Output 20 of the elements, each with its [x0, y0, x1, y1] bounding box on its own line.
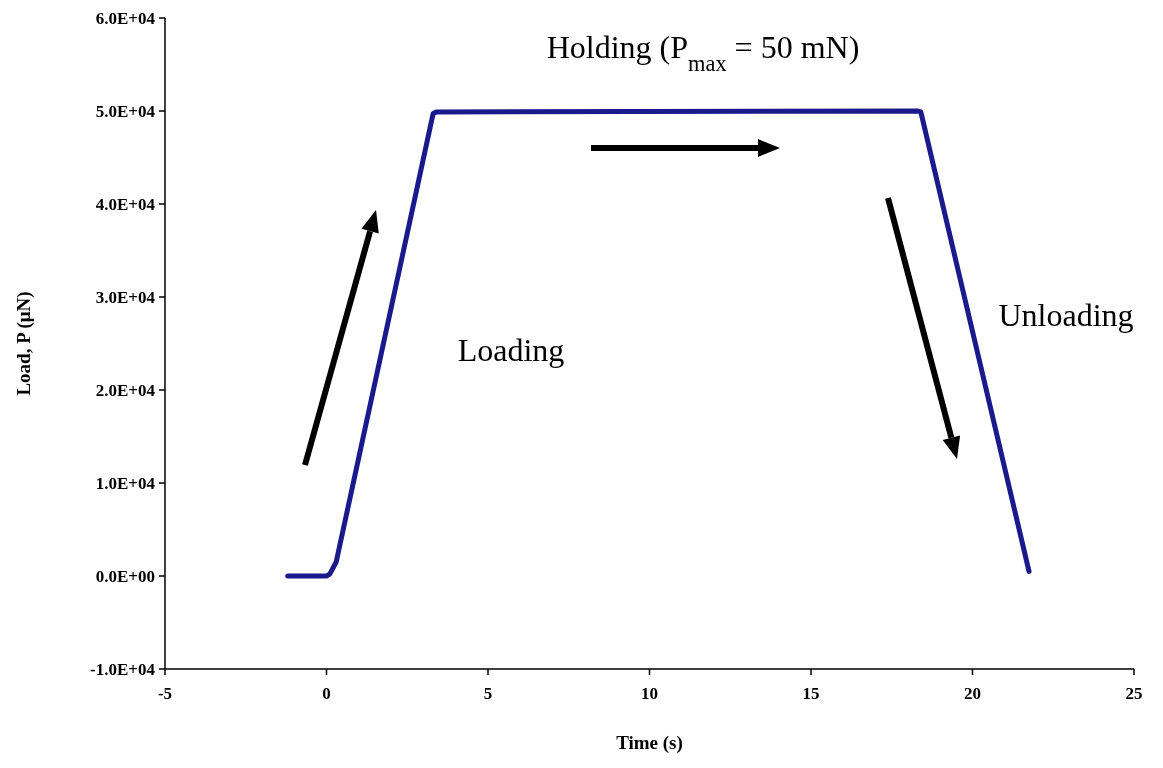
x-tick-label: 5 — [483, 684, 493, 703]
x-tick-label: 15 — [802, 684, 820, 703]
y-axis-title: Load, P (μN) — [13, 291, 35, 396]
annotation: Loading — [457, 332, 565, 368]
y-tick-label: 3.0E+04 — [95, 287, 156, 307]
x-tick-label: -5 — [157, 684, 173, 703]
y-tick-label: 5.0E+04 — [95, 101, 156, 121]
x-tick-label: 20 — [964, 684, 981, 703]
y-tick-label: -1.0E+04 — [90, 659, 156, 679]
y-tick-label: 2.0E+04 — [95, 380, 156, 400]
y-tick-label: 4.0E+04 — [95, 194, 156, 214]
y-tick-label: 0.0E+00 — [95, 566, 155, 586]
annotation: Unloading — [998, 297, 1134, 333]
x-axis-title: Time (s) — [616, 732, 683, 754]
y-tick-label: 6.0E+04 — [95, 8, 156, 28]
x-tick-label: 25 — [1125, 684, 1143, 703]
annotation: Holding (P$_{max}$ = 50 mN) — [546, 29, 860, 76]
y-tick-label: 1.0E+04 — [95, 473, 156, 493]
x-tick-label: 10 — [641, 684, 658, 703]
x-tick-label: 0 — [322, 684, 331, 703]
